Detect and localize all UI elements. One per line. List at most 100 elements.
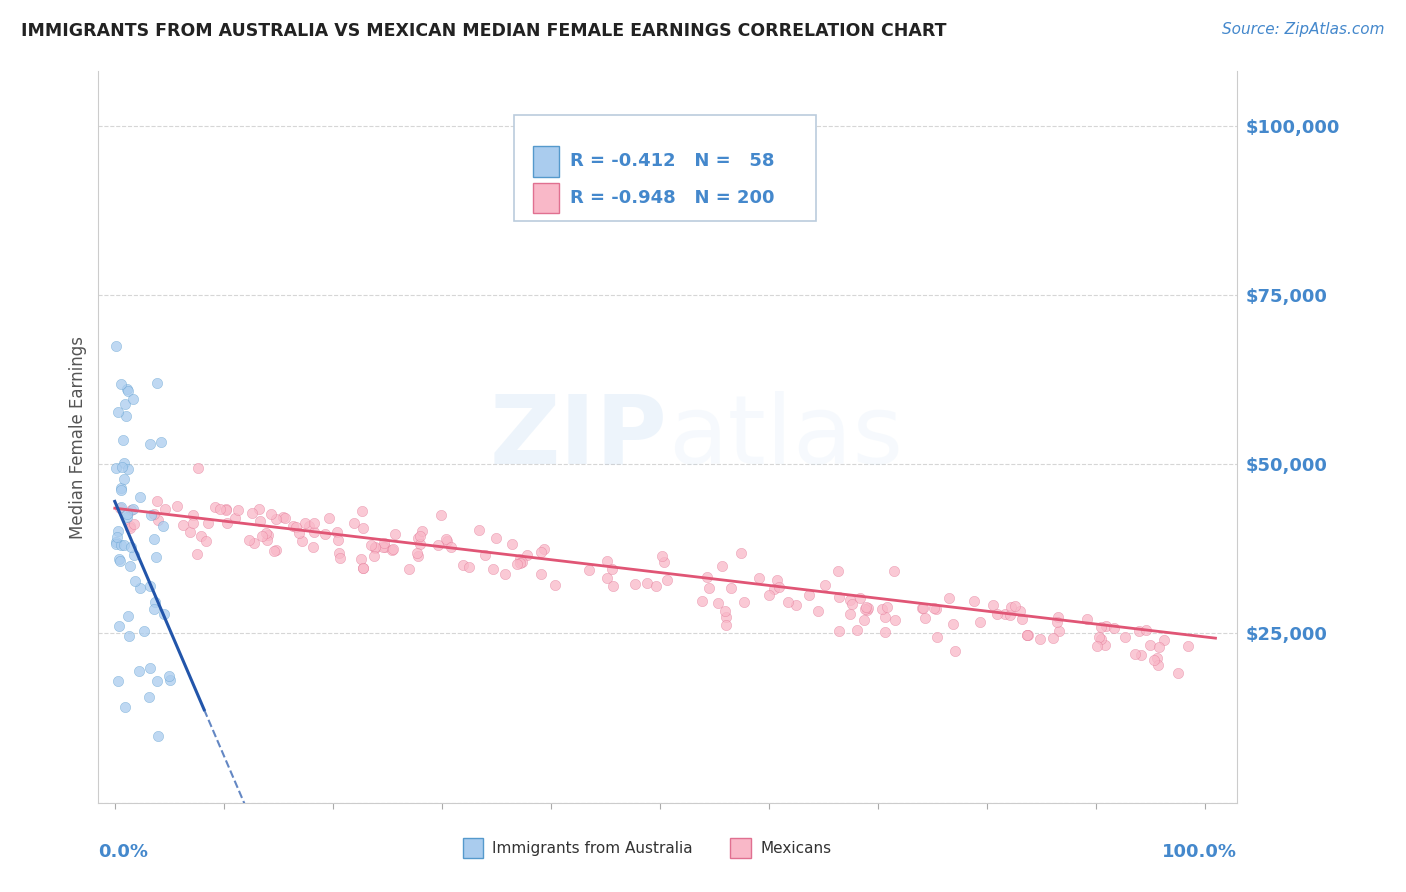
Point bbox=[110, 376, 132, 391]
Point bbox=[186, 547, 208, 561]
Point bbox=[117, 510, 139, 524]
Point bbox=[120, 503, 142, 517]
Point bbox=[730, 546, 752, 560]
Point bbox=[204, 500, 226, 515]
Point bbox=[1146, 658, 1168, 673]
Point bbox=[839, 593, 862, 607]
Point bbox=[924, 601, 946, 615]
Point bbox=[848, 591, 870, 605]
Point bbox=[145, 549, 167, 564]
Point bbox=[129, 581, 152, 595]
Point bbox=[994, 607, 1017, 621]
Point bbox=[194, 533, 217, 548]
Point bbox=[1114, 630, 1136, 644]
Point bbox=[807, 604, 830, 618]
Point bbox=[714, 609, 737, 624]
Point bbox=[1046, 615, 1069, 629]
Point bbox=[533, 542, 555, 557]
Point bbox=[1088, 631, 1111, 645]
Point bbox=[578, 563, 600, 577]
Point bbox=[876, 599, 898, 614]
Point bbox=[1090, 632, 1112, 646]
Point bbox=[766, 573, 789, 587]
Point bbox=[1143, 653, 1166, 667]
Point bbox=[852, 613, 875, 627]
Point bbox=[124, 574, 146, 588]
Point bbox=[451, 558, 474, 572]
Point bbox=[645, 579, 668, 593]
Point bbox=[110, 500, 132, 515]
Point bbox=[374, 540, 396, 554]
Point bbox=[429, 508, 451, 523]
Point bbox=[329, 551, 352, 566]
Point bbox=[655, 573, 678, 587]
Point bbox=[114, 537, 136, 551]
Point bbox=[510, 555, 533, 569]
Point bbox=[873, 610, 896, 624]
Point bbox=[652, 556, 675, 570]
Point bbox=[841, 597, 863, 611]
Point bbox=[181, 516, 204, 530]
Point bbox=[434, 532, 457, 546]
Point bbox=[107, 674, 129, 689]
Point bbox=[405, 546, 427, 560]
Point bbox=[302, 540, 325, 554]
Point bbox=[763, 582, 786, 596]
Point bbox=[855, 602, 877, 616]
Point bbox=[350, 552, 373, 566]
Point bbox=[238, 533, 260, 547]
Text: Source: ZipAtlas.com: Source: ZipAtlas.com bbox=[1222, 22, 1385, 37]
Point bbox=[1166, 665, 1188, 680]
Point bbox=[457, 560, 479, 574]
Text: atlas: atlas bbox=[668, 391, 903, 483]
Point bbox=[501, 536, 523, 550]
Point bbox=[468, 523, 491, 537]
Point bbox=[114, 396, 136, 410]
Point bbox=[143, 602, 166, 616]
Point bbox=[264, 543, 287, 558]
Point bbox=[242, 535, 264, 549]
FancyBboxPatch shape bbox=[533, 183, 558, 213]
Point bbox=[197, 516, 219, 530]
Point bbox=[381, 543, 404, 558]
Point bbox=[215, 503, 238, 517]
Point bbox=[530, 567, 553, 582]
Point bbox=[146, 376, 169, 390]
Point bbox=[107, 524, 129, 539]
Point bbox=[509, 551, 531, 566]
Point bbox=[120, 540, 142, 554]
Point bbox=[249, 514, 271, 528]
Point bbox=[350, 504, 373, 518]
Point bbox=[187, 461, 209, 475]
Point bbox=[697, 581, 720, 595]
Point bbox=[240, 506, 263, 520]
Point bbox=[260, 508, 283, 522]
Text: R = -0.412   N =   58: R = -0.412 N = 58 bbox=[569, 153, 775, 170]
Point bbox=[943, 644, 966, 658]
Point bbox=[141, 508, 163, 522]
Point bbox=[969, 615, 991, 630]
Point bbox=[326, 533, 349, 547]
Point bbox=[371, 540, 394, 554]
Point bbox=[1129, 648, 1152, 662]
Point bbox=[690, 593, 713, 607]
Point bbox=[108, 552, 131, 566]
Point bbox=[363, 549, 385, 563]
Y-axis label: Median Female Earnings: Median Female Earnings bbox=[69, 335, 87, 539]
Point bbox=[706, 596, 728, 610]
Point bbox=[1017, 628, 1039, 642]
Point bbox=[118, 521, 141, 535]
Point bbox=[107, 404, 129, 418]
Point bbox=[827, 590, 849, 604]
Point bbox=[474, 548, 496, 562]
Point bbox=[1123, 648, 1146, 662]
Point bbox=[208, 502, 231, 516]
Point bbox=[122, 549, 145, 563]
Point bbox=[110, 538, 132, 552]
Point bbox=[845, 623, 868, 637]
Point bbox=[364, 540, 387, 554]
Point bbox=[1135, 623, 1157, 637]
Point bbox=[1015, 628, 1038, 642]
Text: 100.0%: 100.0% bbox=[1163, 843, 1237, 861]
Point bbox=[190, 528, 212, 542]
